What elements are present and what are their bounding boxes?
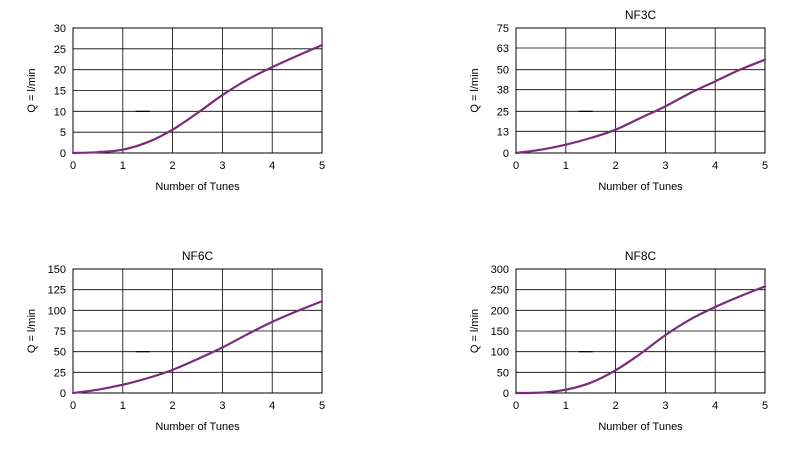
- x-tick-label: 1: [120, 160, 126, 172]
- plot-frame: [72, 27, 323, 154]
- x-axis-label: Number of Tunes: [155, 181, 240, 193]
- x-tick-label: 0: [70, 400, 76, 412]
- x-tick-label: 3: [662, 160, 668, 172]
- y-tick-label: 0: [503, 388, 509, 400]
- chart-panel-1: 0 1 2 3 4 5 0 5 10 15 20 25 30 Number of Tunes Q = l/m…: [26, 23, 325, 193]
- x-tick-label: 4: [269, 400, 275, 412]
- y-tick-label: 75: [54, 326, 66, 338]
- y-tick-label: 15: [54, 86, 66, 98]
- y-tick-label: 20: [54, 65, 66, 77]
- x-axis-label: Number of Tunes: [598, 421, 683, 433]
- y-tick-label: 75: [497, 23, 509, 35]
- x-tick-label: 2: [170, 400, 176, 412]
- y-axis-label: Q = l/min: [26, 68, 38, 112]
- plot-frame: [72, 268, 323, 394]
- y-tick-label: 100: [491, 347, 509, 359]
- y-tick-label: 300: [491, 264, 509, 276]
- x-tick-label: 1: [563, 160, 569, 172]
- x-tick-label: 5: [319, 160, 325, 172]
- y-axis-label: Q = l/min: [469, 309, 481, 353]
- y-tick-label: 13: [497, 126, 509, 138]
- y-tick-label: 50: [497, 65, 509, 77]
- y-axis-label: Q = l/min: [26, 309, 38, 353]
- y-tick-label: 0: [60, 148, 66, 160]
- chart-title: NF3C: [625, 8, 657, 22]
- y-tick-label: 10: [54, 106, 66, 118]
- series-line: [514, 285, 767, 395]
- x-axis-label: Number of Tunes: [598, 181, 683, 193]
- plot-frame: [515, 27, 766, 154]
- x-tick-label: 5: [319, 400, 325, 412]
- x-tick-label: 3: [219, 160, 225, 172]
- x-tick-label: 2: [170, 160, 176, 172]
- chart-title: NF6C: [182, 249, 214, 263]
- y-tick-label: 50: [497, 367, 509, 379]
- x-tick-label: 5: [762, 400, 768, 412]
- x-tick-label: 0: [70, 160, 76, 172]
- series-line: [71, 300, 324, 395]
- x-axis-label: Number of Tunes: [155, 421, 240, 433]
- y-tick-label: 150: [48, 264, 66, 276]
- x-tick-label: 1: [563, 400, 569, 412]
- x-tick-label: 4: [712, 160, 718, 172]
- y-tick-label: 25: [54, 367, 66, 379]
- y-tick-label: 50: [54, 347, 66, 359]
- series-line: [514, 58, 767, 155]
- y-tick-label: 63: [497, 43, 509, 55]
- y-tick-label: 25: [54, 44, 66, 56]
- y-tick-label: 30: [54, 23, 66, 35]
- y-tick-label: 250: [491, 285, 509, 297]
- y-tick-label: 125: [48, 285, 66, 297]
- x-tick-label: 0: [513, 400, 519, 412]
- y-axis-label: Q = l/min: [469, 68, 481, 112]
- series-line: [71, 43, 324, 155]
- plot-frame: [515, 268, 766, 394]
- y-tick-label: 150: [491, 326, 509, 338]
- y-tick-label: 200: [491, 305, 509, 317]
- x-tick-label: 2: [613, 400, 619, 412]
- x-tick-label: 0: [513, 160, 519, 172]
- y-tick-label: 100: [48, 305, 66, 317]
- y-tick-label: 25: [497, 106, 509, 118]
- x-tick-label: 4: [712, 400, 718, 412]
- x-tick-label: 1: [120, 400, 126, 412]
- y-tick-label: 0: [60, 388, 66, 400]
- x-tick-label: 4: [269, 160, 275, 172]
- y-tick-label: 5: [60, 127, 66, 139]
- y-tick-label: 0: [503, 148, 509, 160]
- x-tick-label: 5: [762, 160, 768, 172]
- y-tick-label: 38: [497, 85, 509, 97]
- x-tick-label: 2: [613, 160, 619, 172]
- chart-title: NF8C: [625, 249, 657, 263]
- x-tick-label: 3: [662, 400, 668, 412]
- x-tick-label: 3: [219, 400, 225, 412]
